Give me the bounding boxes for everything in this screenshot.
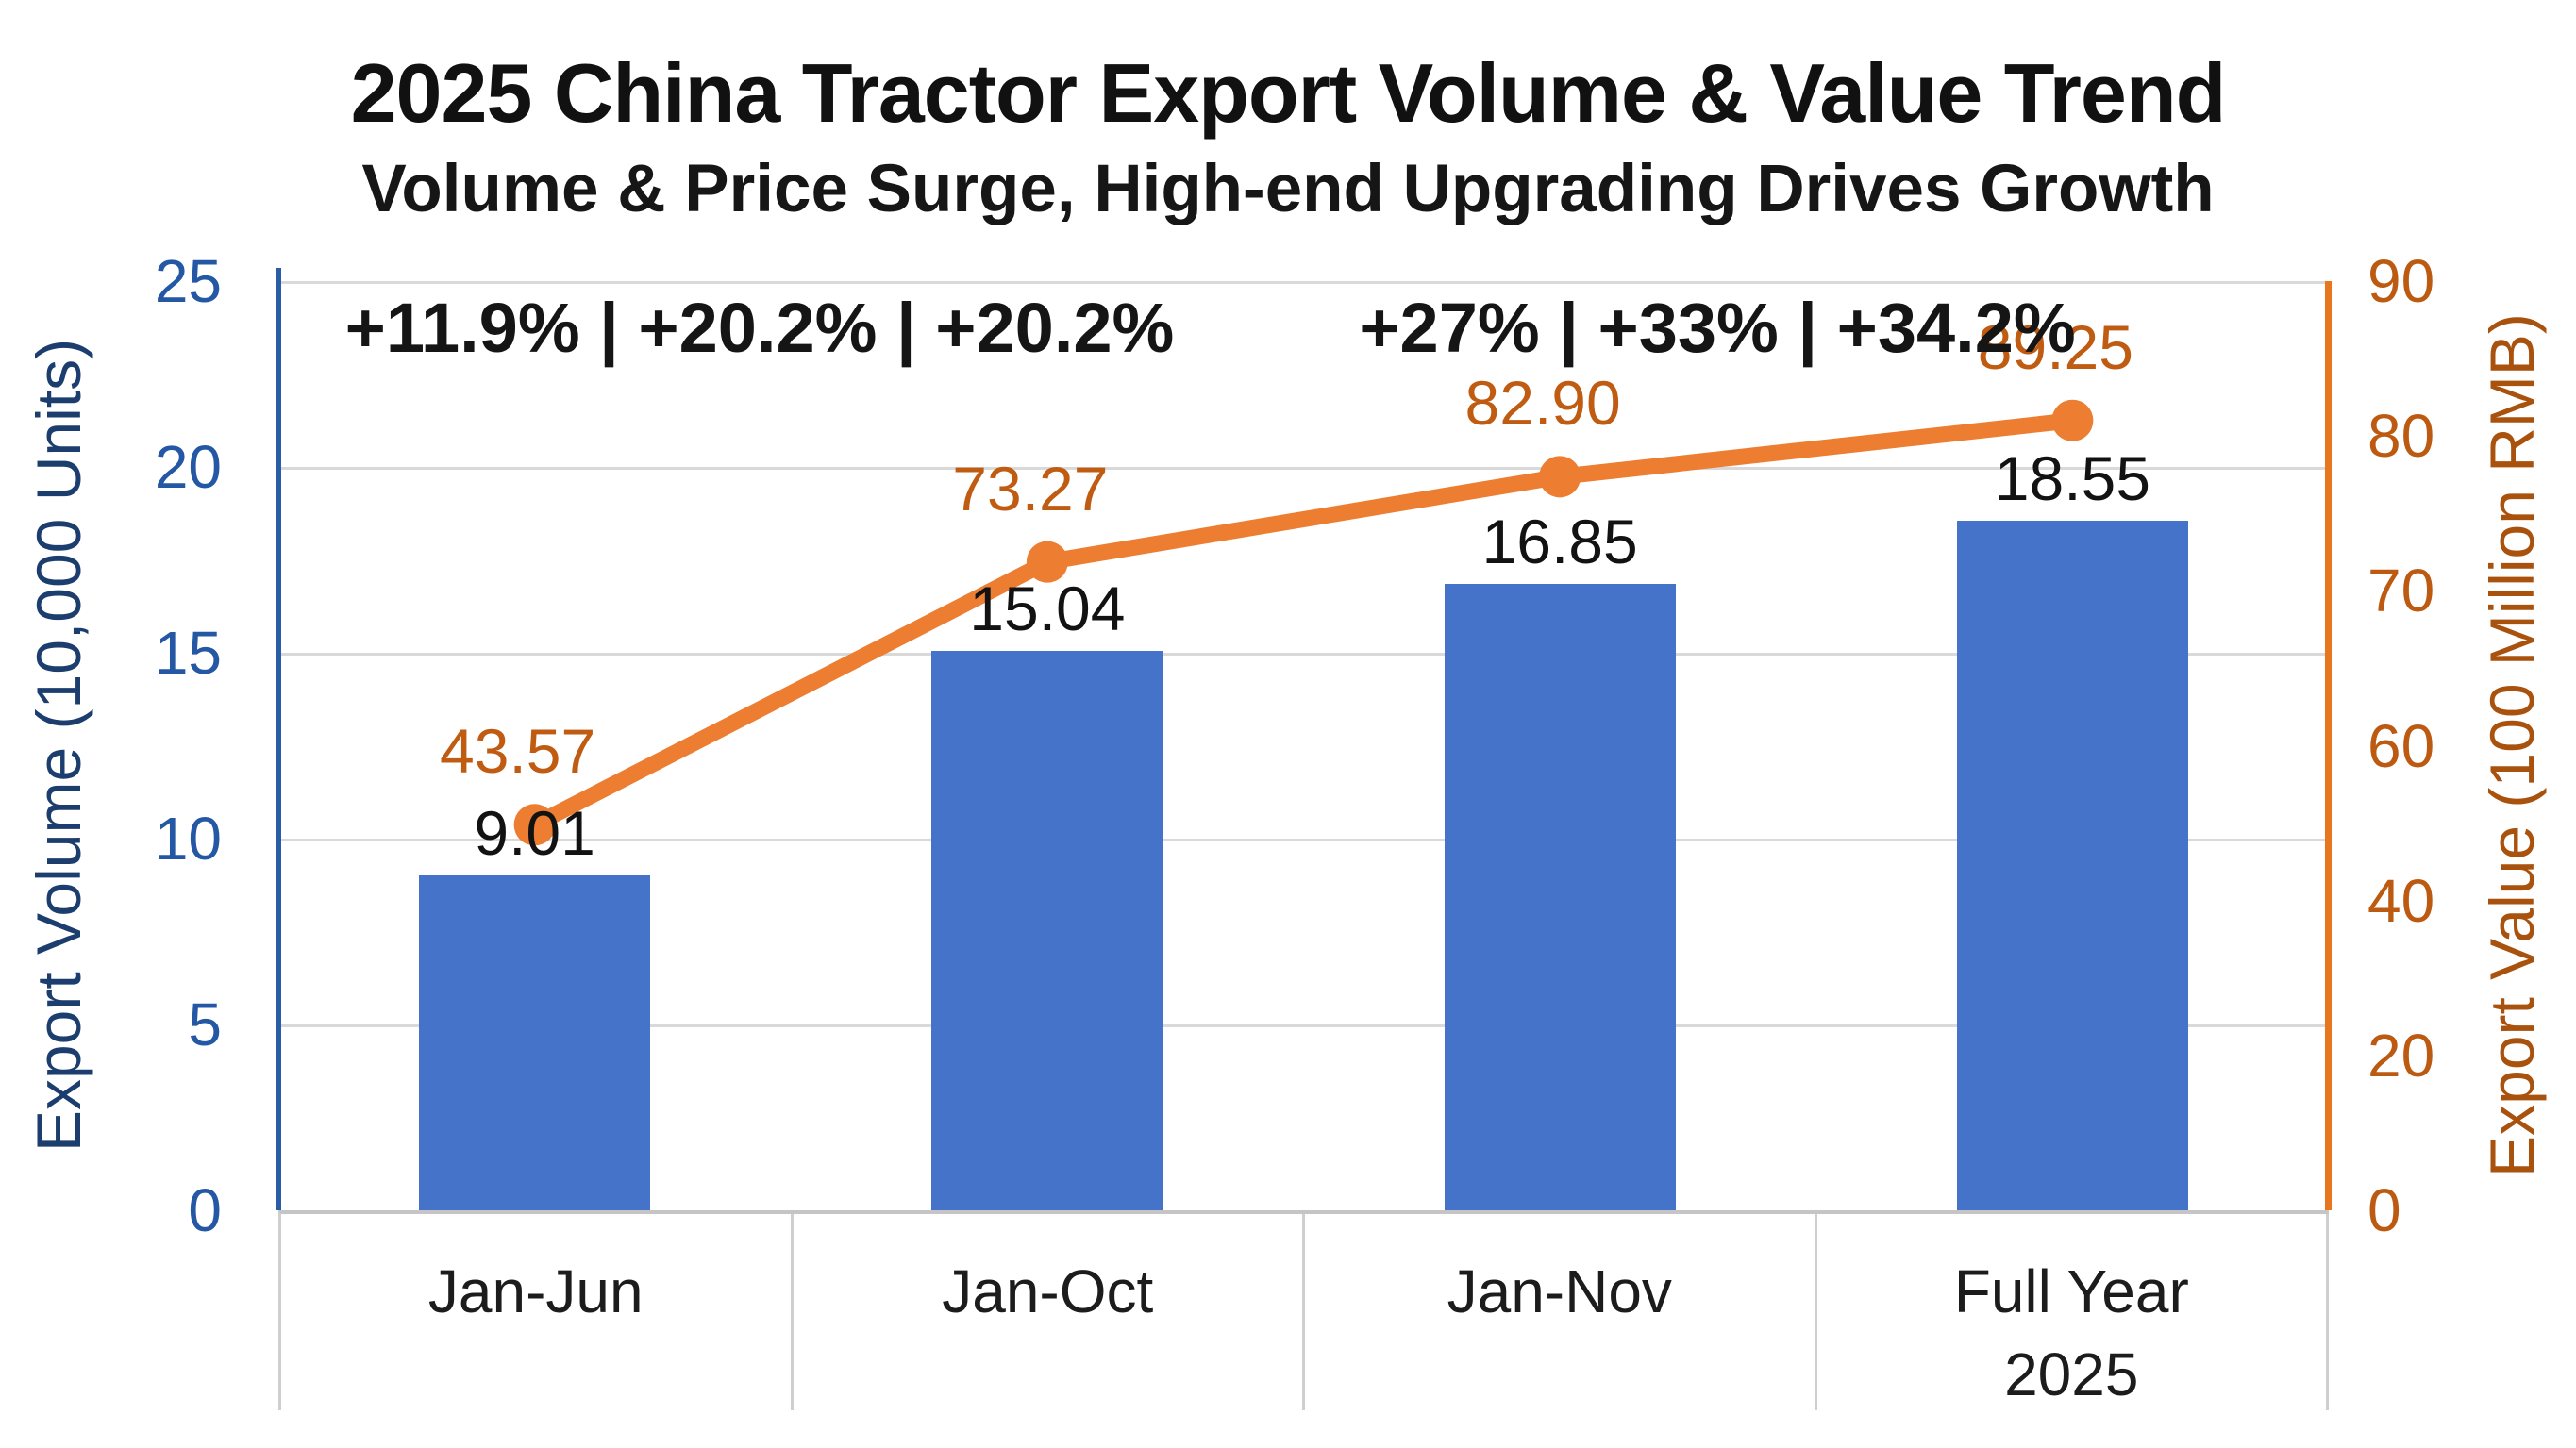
gridline bbox=[278, 1024, 2329, 1027]
right-axis-tick: 40 bbox=[2367, 866, 2435, 935]
gridline bbox=[278, 653, 2329, 656]
line-point-marker bbox=[2051, 399, 2094, 441]
right-axis-title: Export Value (100 Million RMB) bbox=[2477, 313, 2547, 1177]
line-value-label: 73.27 bbox=[952, 453, 1109, 524]
annotation-value-growth: +27% | +33% | +34.2% bbox=[1359, 289, 2076, 367]
right-axis-tick: 70 bbox=[2367, 557, 2435, 625]
bar-value-label: 16.85 bbox=[1481, 507, 1638, 577]
chart-subtitle: Volume & Price Surge, High-end Upgrading… bbox=[361, 152, 2215, 226]
left-axis-line bbox=[276, 268, 281, 1210]
line-point-marker bbox=[1026, 541, 1068, 583]
chart-title: 2025 China Tractor Export Volume & Value… bbox=[350, 46, 2227, 140]
line-value-label: 43.57 bbox=[440, 716, 596, 787]
gridline bbox=[278, 467, 2329, 470]
x-axis-category: Jan-Jun bbox=[281, 1214, 794, 1410]
x-axis-category: Jan-Oct bbox=[794, 1214, 1305, 1410]
left-axis-tick: 15 bbox=[154, 619, 222, 687]
right-axis-tick: 90 bbox=[2367, 247, 2435, 315]
x-axis-category: Full Year 2025 bbox=[1817, 1214, 2329, 1410]
left-axis-tick: 5 bbox=[188, 990, 222, 1058]
right-axis-tick: 80 bbox=[2367, 402, 2435, 471]
export-volume-bar bbox=[1444, 584, 1676, 1210]
plot-area: 9.01 15.04 16.85 18.55 43.57 73.27 82.90 89.25 … bbox=[276, 268, 2332, 1210]
bar-value-label: 18.55 bbox=[1994, 443, 2150, 514]
line-value-label: 89.25 bbox=[1977, 311, 2133, 382]
left-axis-title: Export Volume (10,000 Units) bbox=[24, 338, 93, 1153]
annotation-volume-growth: +11.9% | +20.2% | +20.2% bbox=[344, 289, 1175, 367]
right-axis-line bbox=[2325, 281, 2332, 1210]
right-axis-tick: 60 bbox=[2367, 711, 2435, 780]
line-point-marker bbox=[513, 804, 556, 846]
left-axis-tick: 25 bbox=[154, 247, 222, 315]
right-axis-tick: 20 bbox=[2367, 1021, 2435, 1090]
line-value-label: 82.90 bbox=[1464, 368, 1621, 439]
left-axis-tick: 20 bbox=[154, 433, 222, 501]
gridline bbox=[278, 839, 2329, 841]
export-volume-bar bbox=[419, 875, 651, 1210]
bar-value-label: 15.04 bbox=[969, 574, 1126, 644]
value-line-chart bbox=[513, 399, 2094, 846]
category-axis: Jan-Jun Jan-Oct Jan-Nov Full Year 2025 bbox=[278, 1210, 2329, 1410]
left-axis-tick: 10 bbox=[154, 805, 222, 873]
bar-value-label: 9.01 bbox=[474, 798, 595, 868]
line-point-marker bbox=[1539, 456, 1581, 498]
gridline bbox=[278, 281, 2329, 284]
left-axis-tick: 0 bbox=[188, 1176, 222, 1244]
right-axis-tick: 0 bbox=[2367, 1176, 2401, 1244]
export-volume-bar bbox=[1956, 521, 2188, 1210]
x-axis-category: Jan-Nov bbox=[1305, 1214, 1817, 1410]
export-value-line bbox=[527, 412, 2081, 833]
export-volume-bar bbox=[931, 651, 1163, 1210]
